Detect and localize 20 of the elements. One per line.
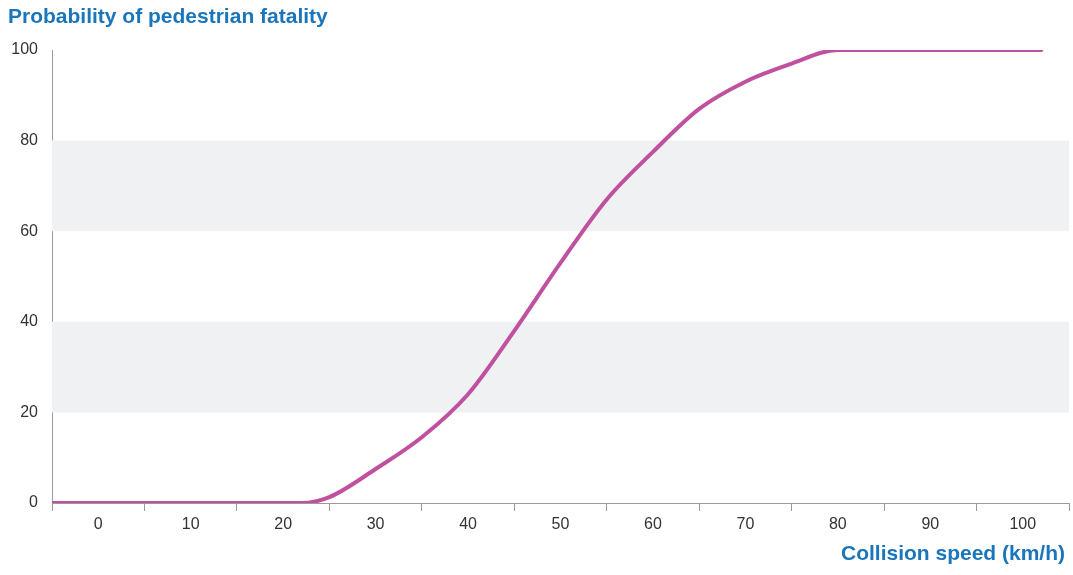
x-tick-label: 80 xyxy=(828,515,847,533)
x-tick-label: 30 xyxy=(366,515,385,533)
x-tick-label: 90 xyxy=(921,515,940,533)
line-series xyxy=(52,50,1044,503)
y-tick-label: 60 xyxy=(20,221,39,239)
x-tick-label: 40 xyxy=(459,515,478,533)
y-tick-label: 100 xyxy=(11,40,39,58)
x-tick-label: 20 xyxy=(274,515,293,533)
x-axis-title: Collision speed (km/h) xyxy=(840,541,1065,565)
x-tick-label: 50 xyxy=(551,515,570,533)
y-tick-label: 80 xyxy=(20,131,39,149)
y-tick-label: 20 xyxy=(20,402,39,420)
y-axis-title: Probability of pedestrian fatality xyxy=(8,4,328,28)
x-tick-label: 60 xyxy=(644,515,662,533)
y-tick-label: 0 xyxy=(29,493,39,511)
x-tick-label: 100 xyxy=(1009,515,1037,533)
x-tick-label: 70 xyxy=(736,515,755,533)
x-tick-label: 0 xyxy=(93,515,103,533)
x-tick-label: 10 xyxy=(181,515,200,533)
y-tick-label: 40 xyxy=(20,312,39,330)
